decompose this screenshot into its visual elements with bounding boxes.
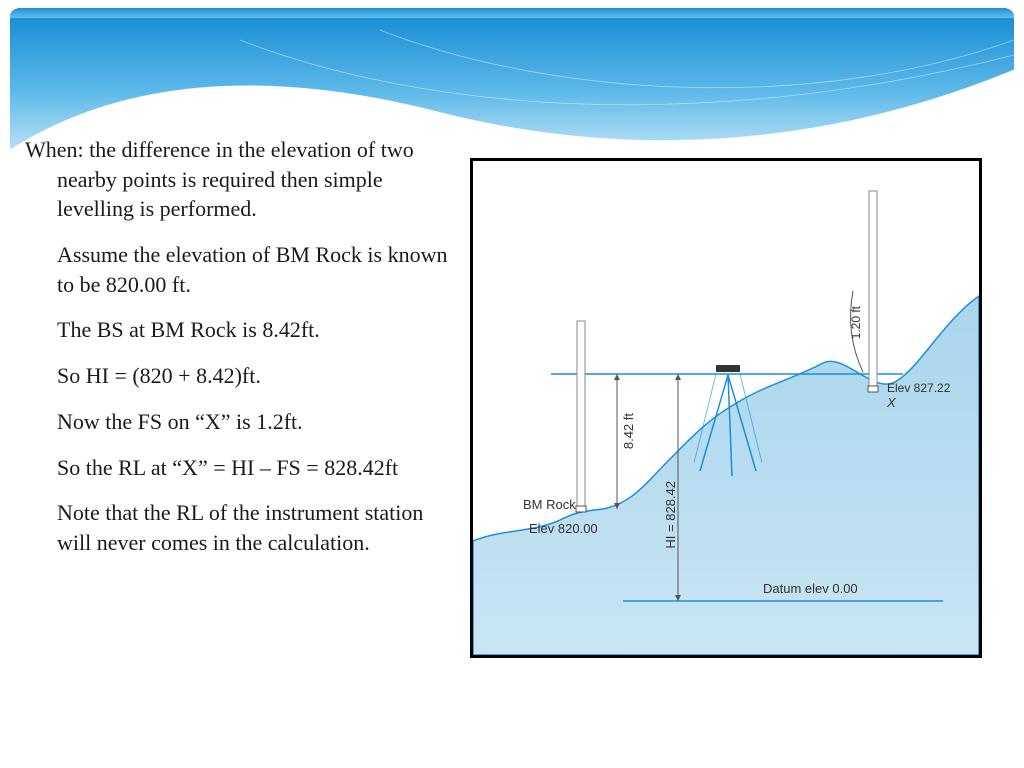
paragraph-6: So the RL at “X” = HI – FS = 828.42ft xyxy=(25,453,455,483)
body-text: When: the difference in the elevation of… xyxy=(25,135,455,574)
paragraph-7: Note that the RL of the instrument stati… xyxy=(25,498,455,557)
paragraph-5: Now the FS on “X” is 1.2ft. xyxy=(25,407,455,437)
paragraph-4: So HI = (820 + 8.42)ft. xyxy=(25,361,455,391)
paragraph-3: The BS at BM Rock is 8.42ft. xyxy=(25,315,455,345)
datum-label: Datum elev 0.00 xyxy=(763,581,858,596)
bs-label: 8.42 ft xyxy=(621,413,636,449)
bm-rock-elev-label: Elev 820.00 xyxy=(529,521,598,536)
paragraph-1: When: the difference in the elevation of… xyxy=(25,135,455,224)
levelling-diagram: BM Rock Elev 820.00 8.42 ft Elev 827.22 … xyxy=(470,158,982,658)
diagram-svg xyxy=(473,161,979,655)
bm-rock-label: BM Rock xyxy=(523,497,576,512)
point-x-elev-label: Elev 827.22 xyxy=(887,381,950,395)
fs-label: 1.20 ft xyxy=(849,306,863,339)
point-x-sym: X xyxy=(887,395,896,410)
paragraph-2: Assume the elevation of BM Rock is known… xyxy=(25,240,455,299)
hi-label: HI = 828.42 xyxy=(663,481,678,549)
